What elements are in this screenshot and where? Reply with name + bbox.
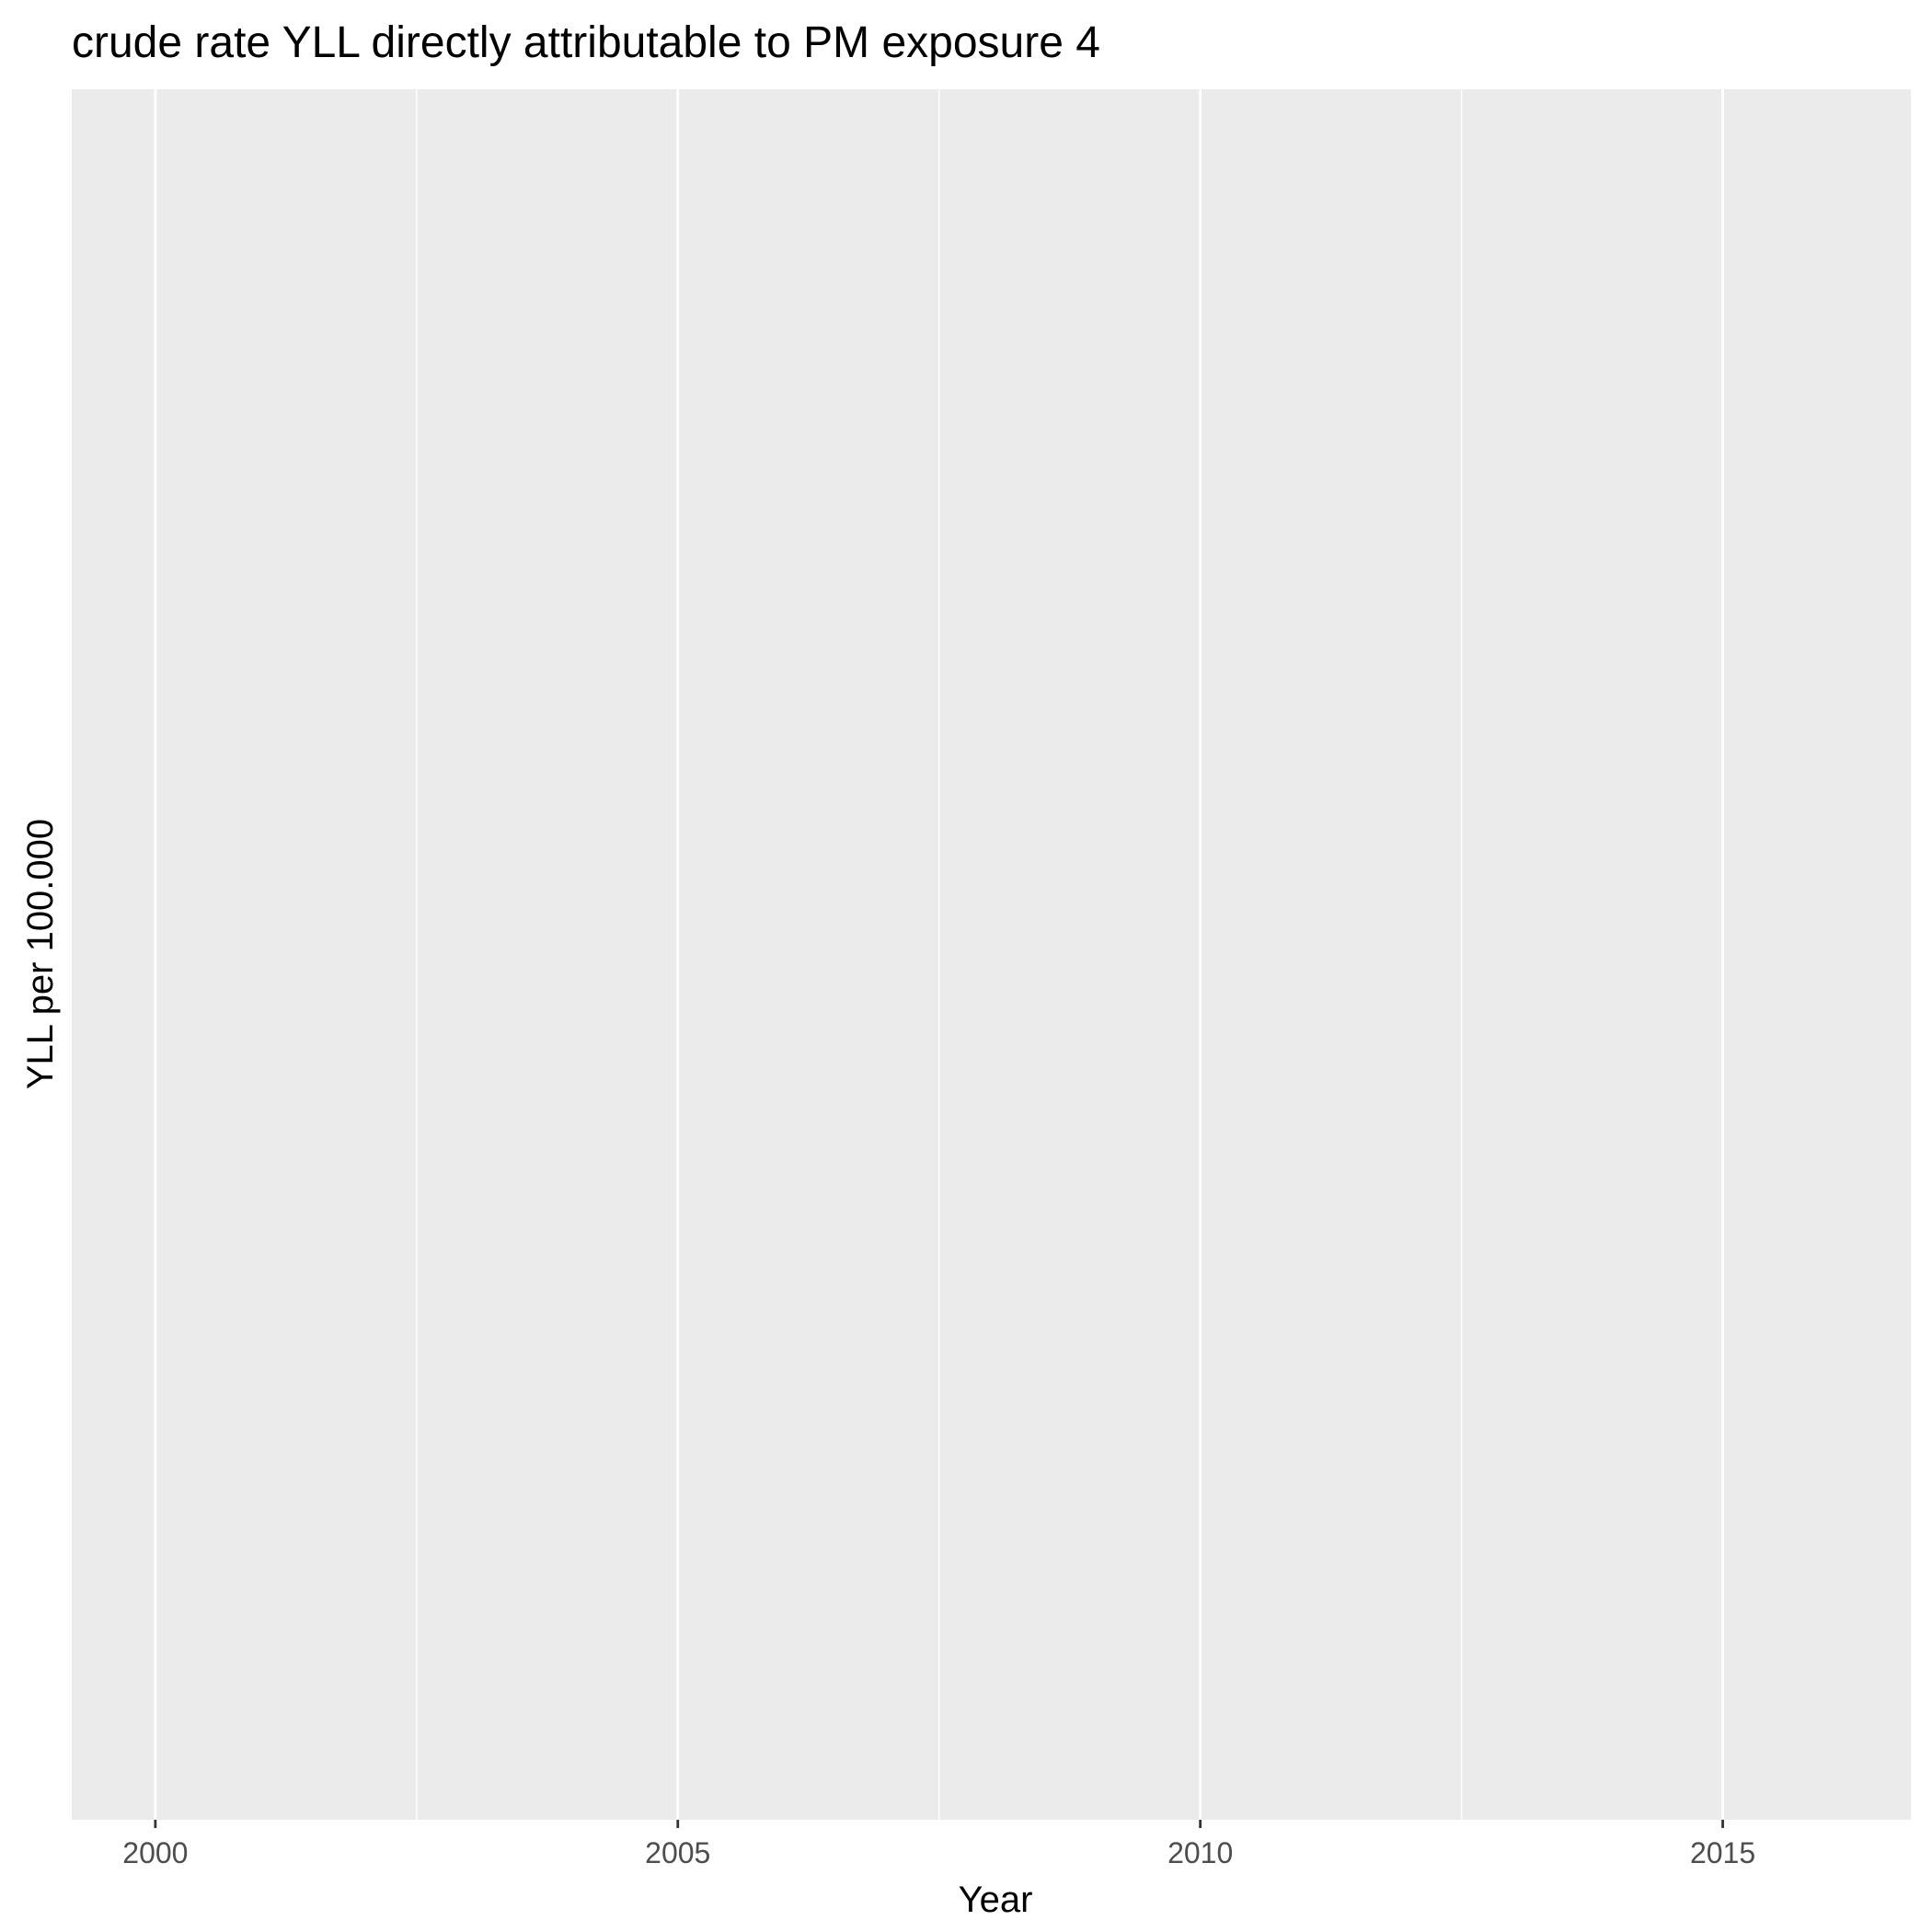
x-tick-label: 2005 [645, 1836, 710, 1869]
y-axis-title: YLL per 100.000 [20, 819, 61, 1089]
x-tick-label: 2000 [122, 1836, 188, 1869]
x-axis: 2000 2005 2010 2015 [122, 1820, 1755, 1869]
x-axis-title: Year [959, 1880, 1033, 1920]
x-tick-label: 2010 [1167, 1836, 1233, 1869]
chart-title: crude rate YLL directly attributable to … [72, 18, 1100, 67]
plot-panel [72, 89, 1911, 1820]
x-tick-label: 2015 [1690, 1836, 1755, 1869]
gridlines [154, 89, 1724, 1820]
